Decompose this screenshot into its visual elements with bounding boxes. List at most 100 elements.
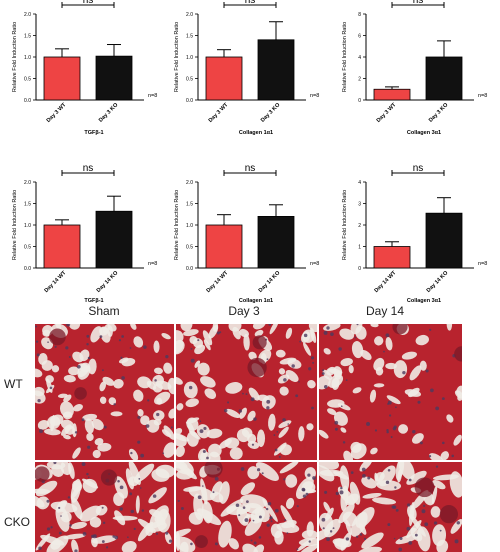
cell-nucleus [385,480,390,485]
cell-nucleus [118,339,122,342]
tubule-lumen [168,408,174,419]
y-tick-label: 0.0 [186,266,193,272]
tubule-lumen [176,433,187,447]
gene-label: TGFβ-1 [84,130,103,136]
cell-nucleus [250,397,255,402]
cell-nucleus [117,480,120,483]
cell-nucleus [74,431,78,434]
y-tick-label: 1 [358,245,361,251]
cell-nucleus [54,345,57,348]
tubule-lumen [84,418,95,434]
cell-nucleus [326,326,330,330]
tubule-lumen [200,376,216,388]
tubule-lumen [378,465,396,487]
tubule-lumen [200,478,208,505]
tubule-lumen [323,348,331,355]
cell-nucleus [305,492,309,496]
y-tick-label: 0.5 [24,245,31,251]
cell-nucleus [310,356,315,360]
tubule-lumen [57,393,68,398]
tubule-lumen [386,395,401,405]
cell-nucleus [256,468,261,472]
cell-nucleus [395,508,399,512]
cell-nucleus [295,394,299,398]
cell-nucleus [66,324,71,327]
cell-nucleus [366,422,371,426]
cell-nucleus [202,449,206,453]
tubule-lumen [163,425,174,440]
cell-nucleus [114,535,119,540]
tubule-lumen [50,540,61,550]
tubule-lumen [107,325,113,337]
bar-day-14-wt [43,224,81,269]
y-axis-label: Relative Fold Induction Ratio [12,22,18,92]
tubule-lumen [350,441,362,453]
cell-nucleus [75,458,77,460]
tubule-lumen [35,533,51,551]
x-tick-label: Day 3 WT [376,102,398,124]
tubule-lumen [370,324,379,328]
cell-nucleus [363,537,367,540]
significance-label: ns [245,0,256,6]
tubule-lumen [121,540,137,552]
cell-nucleus [334,427,338,431]
tubule-lumen [155,380,172,390]
bar-day-3-wt [205,56,243,101]
cell-nucleus [425,369,429,373]
tubule-lumen [397,469,402,483]
tubule-lumen [180,324,193,332]
sample-size-label: n=8 [478,261,487,267]
cell-nucleus [168,539,173,543]
tubule-lumen [239,407,247,419]
tubule-lumen [35,368,43,378]
cell-nucleus [155,532,159,535]
tubule-lumen [176,403,184,411]
cell-nucleus [354,336,357,339]
cell-nucleus [274,508,279,513]
tubule-lumen [446,324,453,331]
chart-panel-3: 0 2 4 6 8 Relative Fold Induction Ratio Day 3 … [342,0,487,136]
tubule-lumen [110,411,123,417]
cell-nucleus [284,518,287,522]
cell-nucleus [37,399,41,403]
tubule-lumen [350,324,363,335]
tubule-lumen [68,324,81,330]
cell-nucleus [322,527,325,530]
x-tick-label: Day 14 KO [258,270,282,294]
y-tick-label: 6 [358,34,361,40]
cell-nucleus [82,532,87,536]
cell-nucleus [35,340,39,343]
cell-nucleus [214,542,218,546]
bar-chart-panels: 0.0 0.5 1.0 1.5 2.0 Relative Fold Induction R… [12,0,487,304]
tubule-lumen [398,424,409,434]
tubule-lumen [218,520,232,548]
y-tick-label: 0 [358,266,361,272]
tubule-lumen [398,462,415,481]
y-tick-label: 0.5 [186,77,193,83]
tubule-lumen [187,421,196,437]
y-tick-label: 2.0 [24,180,31,186]
cell-nucleus [303,333,308,338]
tubule-lumen [72,351,84,363]
cell-nucleus [424,522,429,527]
cell-nucleus [92,534,97,539]
tubule-lumen [163,442,174,458]
cell-nucleus [58,531,62,535]
tubule-lumen [99,381,106,392]
cell-nucleus [296,548,299,551]
y-tick-label: 8 [358,12,361,18]
tubule-lumen [333,370,342,380]
y-tick-label: 2.0 [186,12,193,18]
cell-nucleus [190,347,193,350]
micrograph-wt-day14 [319,324,462,460]
cell-nucleus [67,496,71,499]
cell-nucleus [50,526,53,529]
tubule-lumen [54,324,61,331]
cell-nucleus [69,524,72,527]
cell-nucleus [326,537,331,542]
tubule-lumen [202,330,213,346]
cell-nucleus [120,356,123,359]
cell-nucleus [65,346,69,350]
cell-nucleus [387,403,389,405]
tubule-lumen [243,333,250,351]
